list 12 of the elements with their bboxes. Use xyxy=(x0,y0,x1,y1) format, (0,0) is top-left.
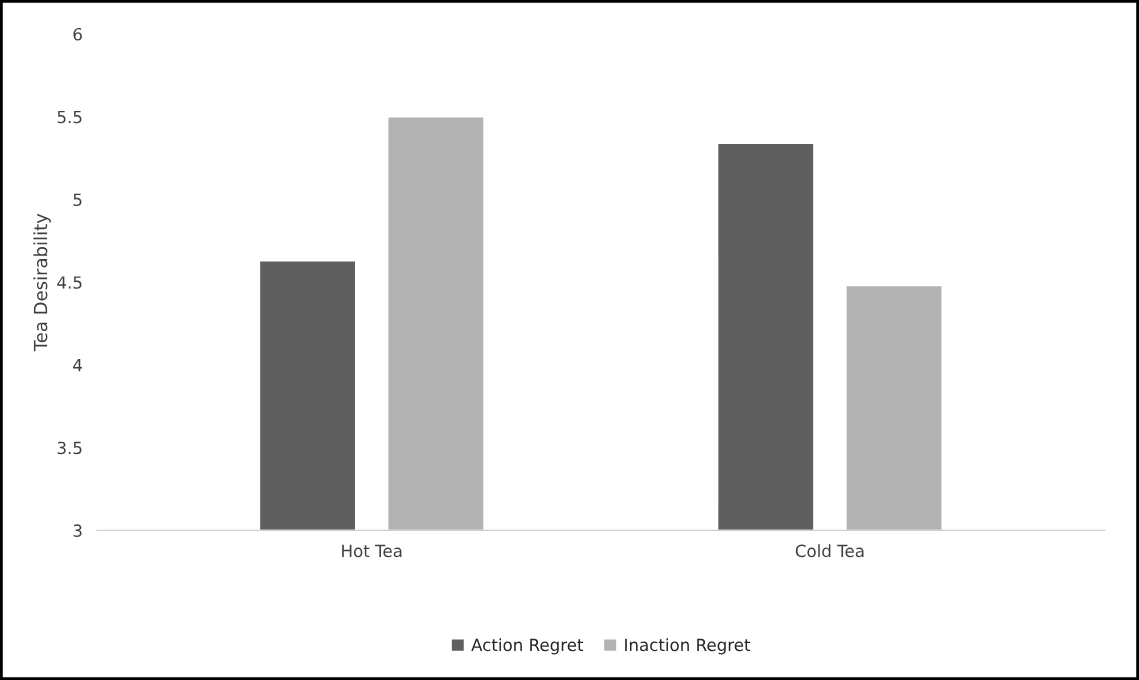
y-tick-label: 3 xyxy=(73,524,82,537)
legend-label: Action Regret xyxy=(471,638,584,655)
y-tick-label: 5.5 xyxy=(57,110,82,124)
y-tick-label: 6 xyxy=(73,27,82,41)
y-tick-label: 4.5 xyxy=(57,276,82,289)
y-tick-label: 4 xyxy=(73,359,82,372)
y-tick-label: 3.5 xyxy=(57,441,82,455)
y-tick-label: 5 xyxy=(73,193,82,207)
y-axis-title: Tea Desirability xyxy=(33,213,51,352)
legend-label: Inaction Regret xyxy=(625,638,751,655)
x-tick-label: Cold Tea xyxy=(795,544,864,558)
x-tick-label: Hot Tea xyxy=(342,544,402,558)
